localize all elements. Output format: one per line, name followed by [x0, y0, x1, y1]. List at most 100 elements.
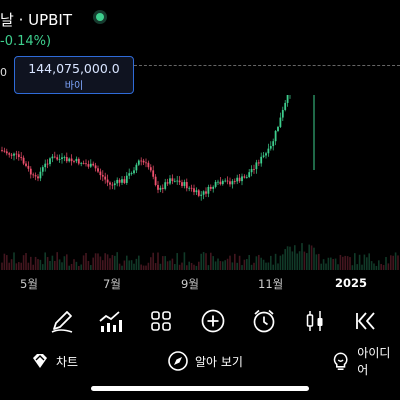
- indicators-icon[interactable]: [94, 305, 126, 337]
- volume-bar: [147, 262, 150, 270]
- nav-label: 차트: [56, 354, 79, 369]
- price-tag[interactable]: 144,075,000.0 바이: [14, 56, 134, 94]
- volume-bar: [39, 259, 42, 270]
- volume-bar: [123, 260, 126, 270]
- candle-body: [39, 171, 42, 179]
- candles-icon[interactable]: [299, 305, 331, 337]
- nav-ideas[interactable]: 아이디어: [330, 346, 400, 377]
- volume-bar: [128, 260, 130, 270]
- layouts-icon[interactable]: [145, 305, 177, 337]
- volume-bar: [42, 264, 44, 270]
- candle-body: [123, 179, 126, 183]
- nav-explore[interactable]: 알아 보기: [167, 348, 243, 374]
- candle-body: [133, 170, 135, 174]
- candle-body: [85, 163, 87, 165]
- volume-bar: [162, 256, 164, 270]
- volume-bar: [234, 253, 236, 270]
- volume-bar: [392, 255, 394, 270]
- price-scale-label: 0: [0, 66, 7, 79]
- candle-body: [176, 180, 179, 182]
- candle-body: [161, 187, 164, 189]
- volume-bar: [219, 261, 222, 270]
- volume-bar: [34, 256, 37, 270]
- pen-icon[interactable]: [46, 305, 78, 337]
- volume-bar: [18, 262, 20, 270]
- volume-bar: [68, 265, 70, 270]
- candle-body: [34, 175, 37, 177]
- volume-bar: [6, 255, 8, 270]
- nav-chart[interactable]: 차트: [30, 348, 78, 374]
- home-indicator[interactable]: [91, 386, 309, 391]
- volume-bar: [202, 252, 205, 270]
- candle-body: [130, 173, 133, 174]
- volume-bar: [121, 265, 123, 270]
- candle-body: [279, 117, 282, 127]
- volume-bar: [378, 260, 380, 270]
- candle-body: [229, 181, 231, 185]
- add-icon[interactable]: [197, 305, 229, 337]
- volume-bar: [116, 252, 118, 270]
- volume-bar: [133, 263, 135, 270]
- candle-body: [253, 168, 255, 170]
- volume-bar: [270, 255, 272, 270]
- candle-body: [94, 165, 97, 169]
- volume-bar: [373, 263, 375, 270]
- volume-bar: [205, 253, 207, 270]
- volume-bar: [306, 253, 308, 270]
- volume-bar: [54, 260, 56, 270]
- volume-bar: [258, 254, 260, 270]
- volume-bar: [277, 263, 279, 270]
- market-status-icon: [93, 10, 107, 24]
- replay-icon[interactable]: [350, 305, 382, 337]
- volume-bar: [3, 253, 6, 270]
- candle-body: [109, 182, 111, 185]
- candle-body: [281, 109, 284, 118]
- volume-bar: [210, 252, 212, 270]
- volume-bar: [387, 263, 390, 270]
- volume-bar: [73, 259, 75, 270]
- volume-bar: [51, 255, 54, 270]
- candle-body: [75, 158, 78, 162]
- candle-body: [262, 155, 265, 157]
- candlestick-chart[interactable]: [0, 95, 400, 275]
- volume-bar: [104, 253, 106, 270]
- candle-body: [20, 157, 23, 158]
- explore-icon: [168, 351, 188, 371]
- candle-body: [209, 186, 212, 189]
- candle-body: [92, 163, 95, 166]
- volume-bar: [174, 264, 176, 270]
- volume-bar: [282, 254, 284, 270]
- volume-bar: [339, 254, 342, 270]
- volume-bar: [265, 262, 267, 270]
- volume-bar: [313, 247, 315, 270]
- volume-bar: [10, 259, 13, 270]
- volume-bar: [241, 265, 243, 270]
- volume-bar: [224, 260, 226, 270]
- candle-body: [113, 183, 116, 186]
- volume-bar: [370, 261, 373, 270]
- candle-body: [46, 163, 49, 165]
- volume-bar: [349, 257, 351, 270]
- candle-body: [217, 181, 219, 183]
- volume-bar: [135, 258, 138, 270]
- candle-body: [152, 170, 155, 177]
- volume-bar: [358, 254, 361, 270]
- volume-bar: [344, 255, 346, 270]
- candle-body: [197, 190, 200, 196]
- volume-bar: [342, 256, 344, 270]
- price-tag-label: 바이: [64, 81, 84, 92]
- candle-body: [65, 157, 68, 162]
- volume-bar: [334, 258, 337, 270]
- alert-icon[interactable]: [248, 305, 280, 337]
- candle-body: [221, 180, 224, 185]
- volume-bar: [44, 252, 46, 270]
- candle-body: [137, 160, 140, 165]
- volume-bar: [56, 252, 58, 270]
- volume-bar: [291, 251, 294, 270]
- volume-bar: [332, 258, 334, 270]
- candle-body: [205, 191, 207, 194]
- candle-body: [226, 180, 229, 182]
- candle-body: [277, 126, 279, 132]
- candle-body: [142, 160, 145, 163]
- candle-body: [111, 184, 114, 186]
